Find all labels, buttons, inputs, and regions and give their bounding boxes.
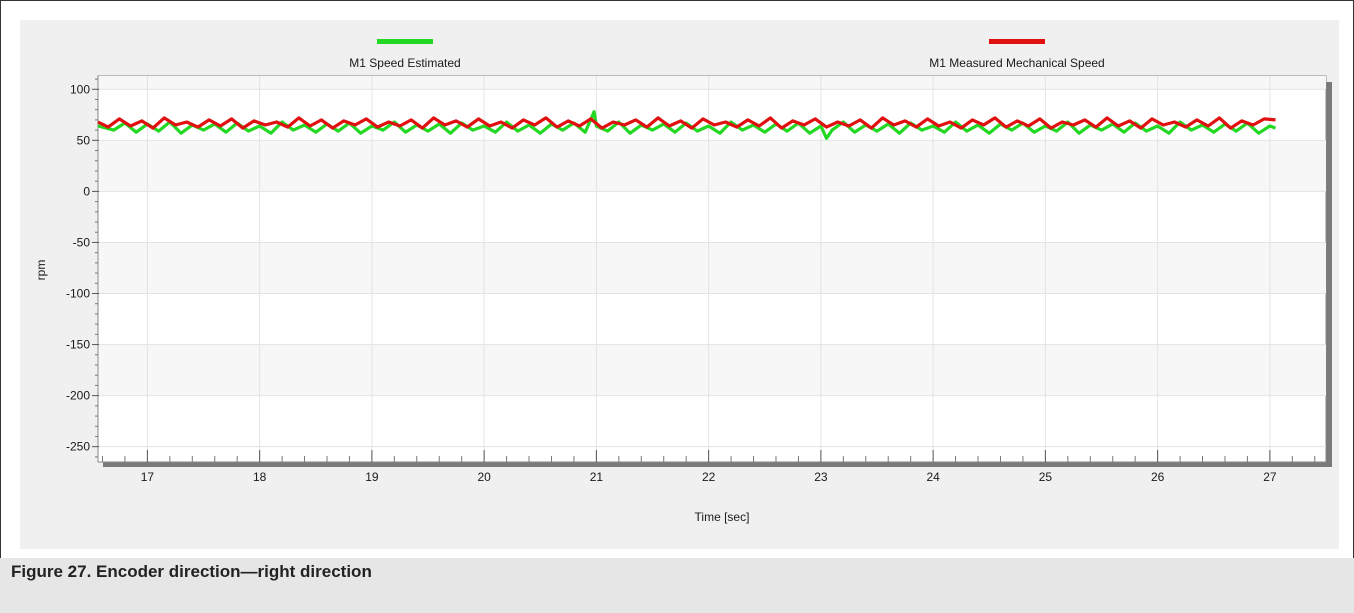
caption-bar bbox=[0, 558, 1354, 613]
plot-band bbox=[99, 140, 1326, 192]
legend-label: M1 Speed Estimated bbox=[349, 56, 460, 70]
x-tick-label: 23 bbox=[814, 470, 828, 484]
x-tick-label: 25 bbox=[1039, 470, 1053, 484]
plot-shadow-bottom bbox=[103, 462, 1332, 467]
y-tick-label: -150 bbox=[66, 338, 90, 352]
y-axis-title: rpm bbox=[34, 260, 48, 281]
y-tick-label: 100 bbox=[70, 82, 90, 96]
legend-label: M1 Measured Mechanical Speed bbox=[929, 56, 1104, 70]
y-tick-label: 0 bbox=[83, 184, 90, 198]
x-tick-label: 19 bbox=[365, 470, 379, 484]
plot-shadow-right bbox=[1326, 82, 1332, 466]
x-tick-label: 24 bbox=[926, 470, 940, 484]
legend-swatch bbox=[989, 39, 1045, 44]
y-tick-label: -100 bbox=[66, 287, 90, 301]
x-tick-label: 17 bbox=[141, 470, 155, 484]
plot-band bbox=[99, 344, 1326, 396]
x-tick-label: 27 bbox=[1263, 470, 1277, 484]
x-tick-label: 22 bbox=[702, 470, 716, 484]
x-tick-label: 26 bbox=[1151, 470, 1165, 484]
series-measured-speed-line bbox=[97, 116, 1276, 130]
plot-band bbox=[99, 76, 1326, 90]
figure-caption: Figure 27. Encoder direction—right direc… bbox=[11, 562, 372, 581]
y-tick-label: -250 bbox=[66, 440, 90, 454]
x-tick-label: 18 bbox=[253, 470, 267, 484]
legend-swatch bbox=[377, 39, 433, 44]
plot-band bbox=[99, 242, 1326, 294]
x-axis-title: Time [sec] bbox=[695, 510, 750, 524]
x-tick-label: 20 bbox=[477, 470, 491, 484]
x-tick-label: 21 bbox=[590, 470, 604, 484]
y-tick-label: 50 bbox=[77, 133, 91, 147]
y-tick-label: -200 bbox=[66, 389, 90, 403]
y-tick-label: -50 bbox=[73, 235, 91, 249]
